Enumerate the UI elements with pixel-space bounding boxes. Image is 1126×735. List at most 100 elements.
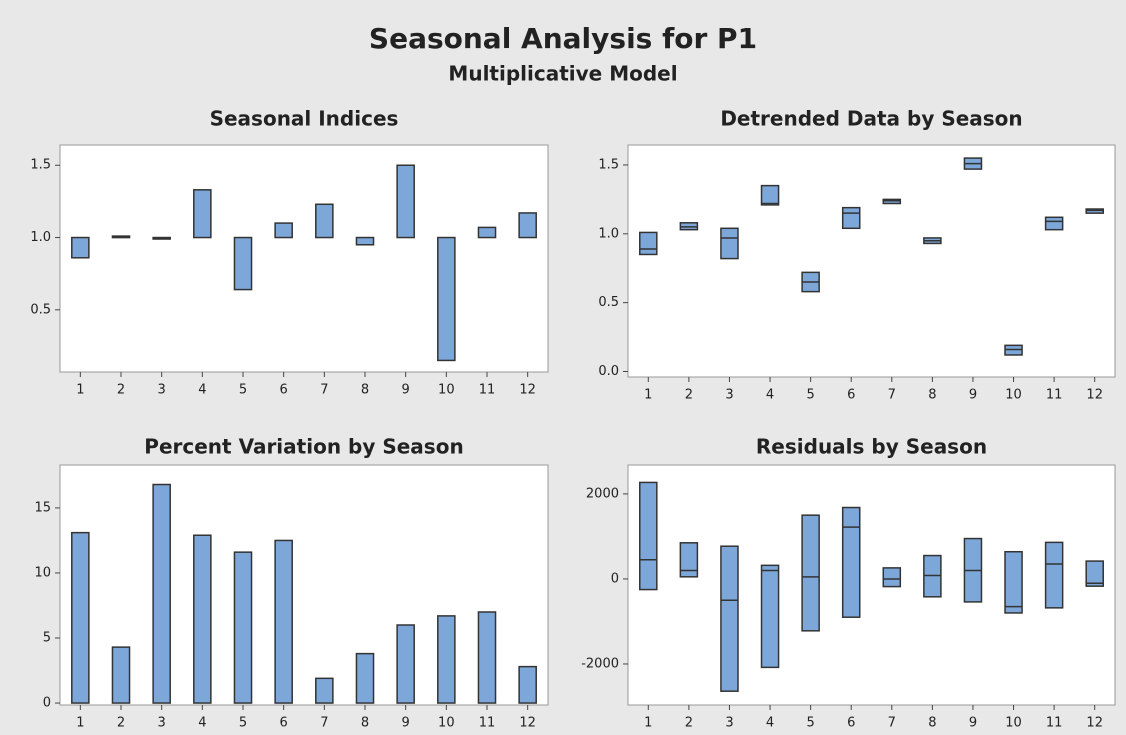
x-tick-label: 9	[402, 383, 410, 398]
x-tick-label: 5	[806, 716, 814, 731]
x-tick-label: 7	[320, 716, 328, 731]
bar	[274, 539, 293, 704]
x-tick-label: 4	[766, 716, 774, 731]
x-tick-label: 3	[158, 716, 166, 731]
y-tick-label: 0.5	[598, 295, 619, 310]
x-tick-label: 2	[685, 388, 693, 403]
box	[720, 545, 739, 692]
x-tick-label: 6	[847, 716, 855, 731]
y-tick-label: 1.0	[598, 226, 619, 241]
x-tick-label: 11	[1046, 716, 1063, 731]
x-tick-label: 8	[361, 716, 369, 731]
bar	[355, 236, 375, 246]
x-tick-label: 11	[479, 716, 496, 731]
bar	[193, 534, 212, 704]
bar	[233, 236, 253, 291]
x-tick-label: 7	[320, 383, 328, 398]
panel-title: Detrended Data by Season	[720, 107, 1022, 131]
bar	[315, 203, 334, 239]
x-tick-label: 9	[402, 716, 410, 731]
x-tick-label: 9	[969, 388, 977, 403]
x-tick-label: 10	[1005, 716, 1022, 731]
bar	[437, 236, 456, 362]
x-tick-label: 4	[766, 388, 774, 403]
x-tick-label: 4	[198, 716, 206, 731]
x-tick-label: 8	[928, 388, 936, 403]
x-tick-label: 10	[438, 716, 455, 731]
y-tick-label: 1.5	[30, 158, 51, 173]
bar	[71, 531, 90, 704]
x-tick-label: 10	[1005, 388, 1022, 403]
subtitle: Multiplicative Model	[448, 62, 677, 86]
box	[639, 481, 658, 591]
y-tick-label: 10	[34, 565, 51, 580]
x-tick-label: 2	[117, 383, 125, 398]
box	[841, 206, 861, 230]
x-tick-label: 3	[725, 716, 733, 731]
y-tick-label: 5	[43, 631, 51, 646]
panel-title: Seasonal Indices	[210, 107, 399, 131]
bar	[111, 235, 131, 239]
y-tick-label: 0.5	[30, 302, 51, 317]
bar	[518, 665, 537, 704]
bar	[152, 236, 171, 240]
box	[760, 564, 780, 669]
box	[1004, 550, 1023, 614]
x-tick-label: 1	[76, 716, 84, 731]
box	[1044, 216, 1064, 231]
y-tick-label: -2000	[581, 656, 619, 671]
x-tick-label: 3	[158, 383, 166, 398]
box	[760, 184, 780, 206]
x-tick-label: 12	[519, 383, 536, 398]
plot-area	[59, 464, 549, 706]
y-tick-label: 15	[34, 500, 51, 515]
bar	[152, 483, 171, 704]
x-tick-label: 9	[969, 716, 977, 731]
x-tick-label: 3	[725, 388, 733, 403]
x-tick-label: 12	[519, 716, 536, 731]
x-tick-label: 1	[644, 388, 652, 403]
box	[1044, 541, 1064, 609]
bar	[477, 226, 497, 239]
bar	[193, 189, 212, 239]
bar	[396, 624, 415, 704]
y-tick-label: 2000	[586, 486, 619, 501]
x-tick-label: 6	[280, 383, 288, 398]
y-tick-label: 0	[43, 696, 51, 711]
main-title: Seasonal Analysis for P1	[369, 22, 757, 55]
y-tick-label: 0	[611, 571, 619, 586]
box	[720, 227, 739, 260]
box	[1085, 560, 1104, 587]
x-tick-label: 11	[1046, 388, 1063, 403]
bar	[518, 212, 537, 239]
y-tick-label: 1.5	[598, 157, 619, 172]
bar	[111, 646, 131, 704]
x-tick-label: 4	[198, 383, 206, 398]
bar	[396, 164, 415, 239]
x-tick-label: 2	[117, 716, 125, 731]
x-tick-label: 1	[644, 716, 652, 731]
plot-area	[627, 144, 1116, 378]
bar	[477, 611, 497, 704]
bar	[355, 652, 375, 704]
y-tick-label: 0.0	[598, 364, 619, 379]
plot-area	[627, 464, 1116, 706]
x-tick-label: 12	[1086, 716, 1103, 731]
x-tick-label: 12	[1086, 388, 1103, 403]
bar	[233, 551, 253, 704]
plot-area	[59, 144, 549, 373]
x-tick-label: 7	[888, 388, 896, 403]
x-tick-label: 5	[806, 388, 814, 403]
bar	[71, 236, 90, 259]
bar	[437, 615, 456, 704]
box	[882, 567, 902, 588]
panel-title: Percent Variation by Season	[144, 435, 463, 459]
x-tick-label: 6	[280, 716, 288, 731]
bar	[315, 677, 334, 704]
x-tick-label: 1	[76, 383, 84, 398]
x-tick-label: 8	[361, 383, 369, 398]
box	[801, 514, 820, 632]
bar	[274, 222, 293, 239]
